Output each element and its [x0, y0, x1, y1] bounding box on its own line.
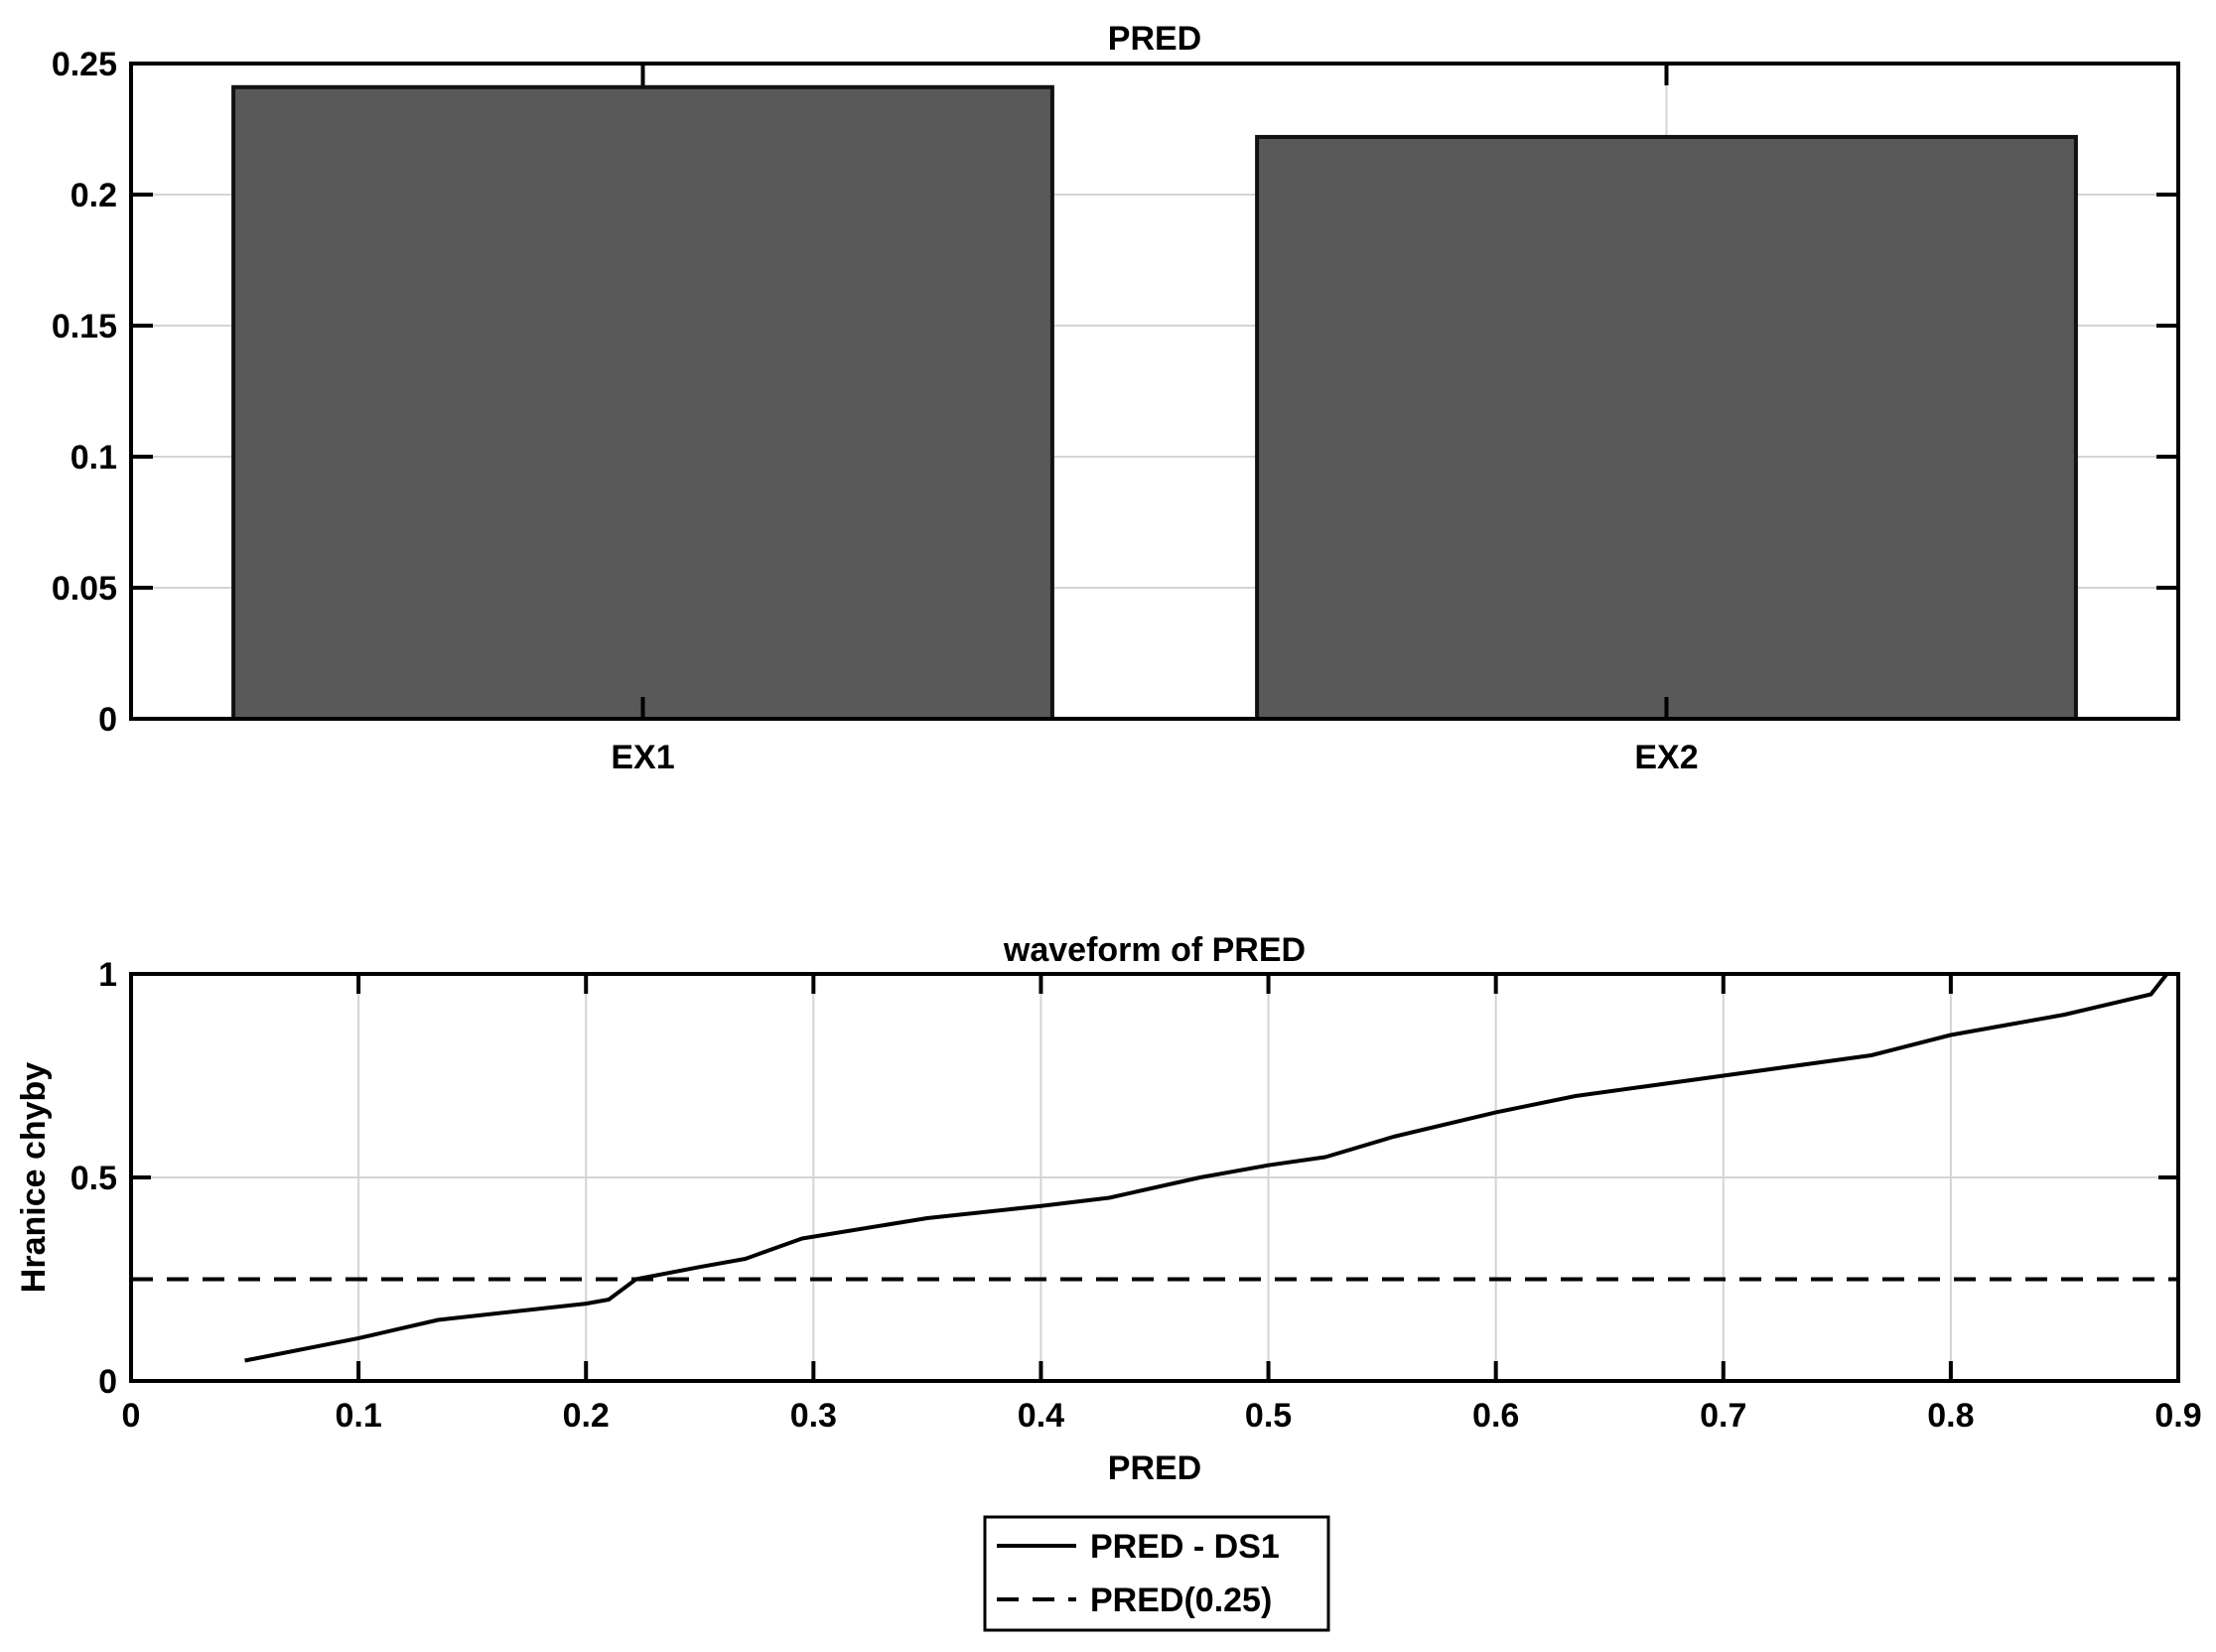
line-y-tick-label: 0.5: [70, 1160, 117, 1197]
legend: PRED - DS1 PRED(0.25): [983, 1515, 1330, 1632]
bar-y-tick-label: 0.25: [52, 46, 117, 83]
bar-chart-title: PRED: [1108, 20, 1201, 58]
bar-chart-y-tick-labels: 0 0.05 0.1 0.15 0.2 0.25: [52, 46, 117, 739]
line-x-tick-label: 0.5: [1245, 1397, 1292, 1435]
legend-label-series-2: PRED(0.25): [1090, 1582, 1272, 1619]
legend-label-series-1: PRED - DS1: [1090, 1528, 1280, 1566]
line-y-tick-label: 1: [98, 956, 117, 994]
line-chart-y-axis-label: Hranice chyby: [15, 1062, 53, 1294]
line-chart-x-tick-labels: 0 0.1 0.2 0.3 0.4 0.5 0.6 0.7 0.8 0.9: [122, 1397, 2202, 1435]
line-x-tick-label: 0.4: [1018, 1397, 1064, 1435]
bar-y-tick-label: 0.1: [70, 439, 117, 477]
line-x-tick-label: 0: [122, 1397, 141, 1435]
line-chart: waveform of PRED 00.51 0 0.1 0.2 0.3 0.4 0.5 0…: [15, 931, 2202, 1487]
bar-chart-category-labels: EX1 EX2: [611, 739, 1698, 776]
bar-chart-bars: [231, 84, 2078, 722]
line-x-tick-label: 0.3: [790, 1397, 837, 1435]
line-chart-axes-frame: [129, 972, 2180, 1383]
bar-chart: PRED 0 0.05 0.1 0.15 0.2 0.25 EX1 EX2: [52, 20, 2180, 776]
line-x-tick-label: 0.6: [1472, 1397, 1519, 1435]
line-chart-grid: [131, 974, 2178, 1381]
series-pred-ds1-line: [244, 972, 2169, 1363]
line-chart-y-tick-labels: 00.51: [70, 956, 117, 1401]
line-x-tick-label: 0.2: [563, 1397, 610, 1435]
line-chart-x-axis-label: PRED: [1108, 1449, 1201, 1487]
bar-y-tick-label: 0: [98, 701, 117, 739]
bar-chart-axes-frame: [129, 62, 2180, 721]
line-y-tick-label: 0: [98, 1363, 117, 1401]
line-x-tick-label: 0.7: [1700, 1397, 1746, 1435]
bar-y-tick-label: 0.05: [52, 570, 117, 608]
bar-y-tick-label: 0.2: [70, 177, 117, 214]
line-chart-title: waveform of PRED: [1003, 931, 1306, 969]
bar-ex1: [231, 84, 1054, 721]
bar-category-label: EX2: [1634, 739, 1698, 776]
legend-box: [983, 1515, 1330, 1632]
bar-ex2: [1255, 134, 2078, 722]
bar-category-label: EX1: [611, 739, 674, 776]
line-x-tick-label: 0.9: [2154, 1397, 2201, 1435]
line-x-tick-label: 0.1: [335, 1397, 381, 1435]
line-x-tick-label: 0.8: [1927, 1397, 1974, 1435]
line-chart-series: [131, 972, 2178, 1363]
bar-y-tick-label: 0.15: [52, 308, 117, 345]
